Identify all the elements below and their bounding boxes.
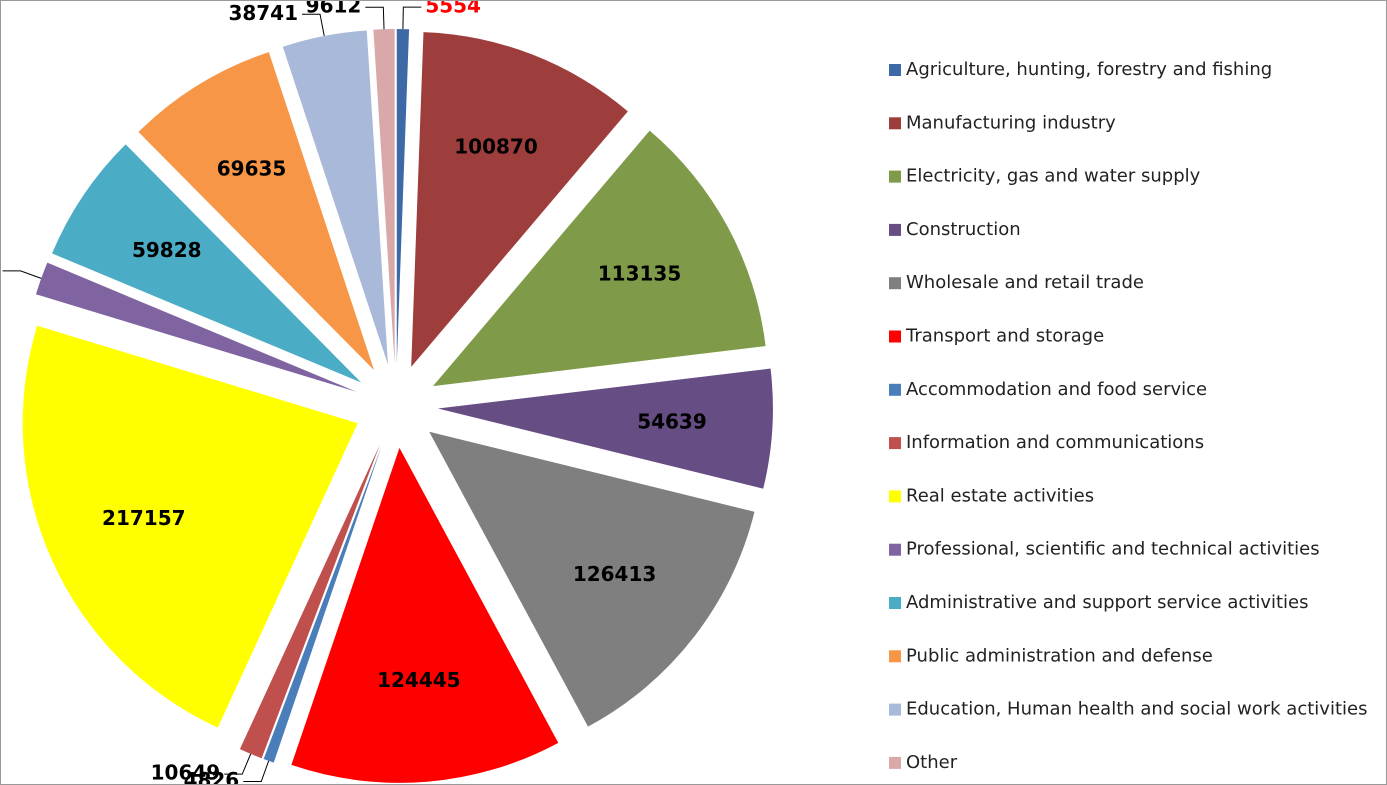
legend-label: Construction	[906, 219, 1021, 240]
pie-slice	[291, 447, 559, 783]
legend-label: Manufacturing industry	[906, 112, 1116, 133]
pie-slice	[239, 444, 380, 759]
legend-swatch	[889, 64, 901, 76]
pie-slice	[437, 368, 773, 489]
pie-slice	[52, 144, 362, 383]
legend-label: Professional, scientific and technical a…	[906, 539, 1320, 560]
legend-label: Information and communications	[906, 432, 1204, 453]
legend-swatch	[889, 117, 901, 130]
legend-label: Public administration and defense	[906, 645, 1213, 666]
legend-swatch	[889, 490, 901, 503]
pie-slice	[35, 262, 357, 392]
legend-swatch	[889, 223, 901, 236]
legend-swatch	[889, 543, 901, 556]
pie-slice	[411, 32, 628, 367]
data-label: 59828	[132, 238, 202, 262]
pie-slice	[22, 325, 358, 728]
pie-slice	[373, 29, 395, 365]
leader-line	[243, 760, 270, 783]
leader-line	[302, 13, 325, 36]
pie-slice	[263, 445, 382, 763]
legend-swatch	[889, 170, 901, 183]
legend-swatch	[889, 330, 901, 343]
pie-slice	[282, 30, 389, 365]
legend-swatch	[889, 597, 901, 609]
legend-swatch	[889, 437, 901, 450]
legend-label: Administrative and support service activ…	[906, 592, 1309, 613]
legend-label: Real estate activities	[906, 485, 1094, 506]
data-label: 38741	[228, 1, 298, 25]
pie-slice	[138, 52, 375, 371]
legend-swatch	[889, 277, 901, 290]
legend-swatch	[889, 383, 901, 396]
pie-slice	[429, 431, 755, 727]
data-label: 69635	[217, 157, 287, 181]
data-label: 54639	[637, 409, 707, 433]
legend-swatch	[889, 756, 901, 769]
data-label: 5554	[425, 0, 481, 18]
data-label: 100870	[454, 135, 538, 159]
leader-line	[365, 6, 385, 30]
data-label: 113135	[598, 262, 682, 286]
legend-label: Other	[906, 752, 958, 773]
legend-swatch	[889, 650, 901, 663]
data-label: 10649	[151, 761, 221, 785]
legend-label: Accommodation and food service	[906, 379, 1207, 400]
legend-label: Wholesale and retail trade	[906, 272, 1144, 293]
legend-label: Transport and storage	[905, 326, 1104, 347]
legend-label: Agriculture, hunting, forestry and fishi…	[906, 59, 1272, 80]
data-label: 126413	[573, 562, 657, 586]
legend-label: Electricity, gas and water supply	[906, 166, 1201, 187]
data-label: 217157	[102, 506, 186, 530]
data-label: 4826	[184, 768, 240, 785]
data-label: 124445	[377, 668, 461, 692]
data-label: 9612	[306, 0, 362, 18]
leader-line	[402, 6, 422, 30]
pie-slice	[432, 130, 766, 387]
leader-line	[224, 753, 252, 775]
legend-swatch	[889, 703, 901, 716]
legend-label: Education, Human health and social work …	[906, 699, 1367, 720]
leader-line	[2, 270, 42, 279]
pie-slice	[396, 29, 410, 365]
